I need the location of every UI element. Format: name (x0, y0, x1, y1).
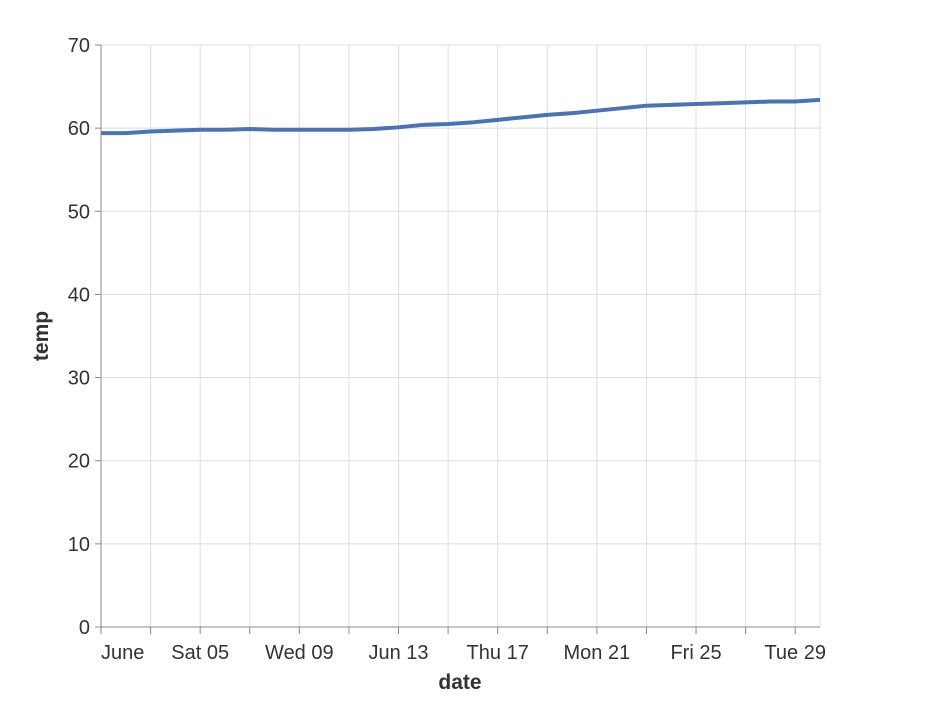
y-tick-label: 40 (68, 284, 90, 306)
series-layer (101, 97, 821, 136)
y-gridlines (101, 44, 820, 628)
x-tick-label: Wed 09 (265, 642, 334, 664)
y-tick-label: 30 (68, 368, 90, 390)
x-tick-label: June (101, 642, 144, 664)
y-tick-label: 70 (68, 35, 90, 57)
y-tick-label: 50 (68, 201, 90, 223)
x-gridlines (100, 45, 796, 627)
y-tick-label: 0 (79, 617, 90, 639)
y-tick-label: 10 (68, 534, 90, 556)
x-tick-label: Sat 05 (171, 642, 229, 664)
x-tick-label: Tue 29 (764, 642, 826, 664)
x-tick-label: Mon 21 (564, 642, 631, 664)
x-axis-title: date (438, 671, 481, 694)
x-axis-ticks: June Sat 05 Wed 09 Jun 13 Thu 17 Mon 21 Fri 25… (100, 627, 826, 664)
y-axis-title: temp (30, 311, 53, 361)
x-tick-label: Thu 17 (467, 642, 529, 664)
y-tick-label: 20 (68, 451, 90, 473)
series-line (101, 97, 821, 136)
x-tick-label: Jun 13 (368, 642, 428, 664)
plot-frame (100, 44, 821, 628)
y-axis-ticks: 0 10 20 30 40 50 60 70 (68, 35, 101, 639)
x-tick-label: Fri 25 (670, 642, 721, 664)
y-tick-label: 60 (68, 118, 90, 140)
